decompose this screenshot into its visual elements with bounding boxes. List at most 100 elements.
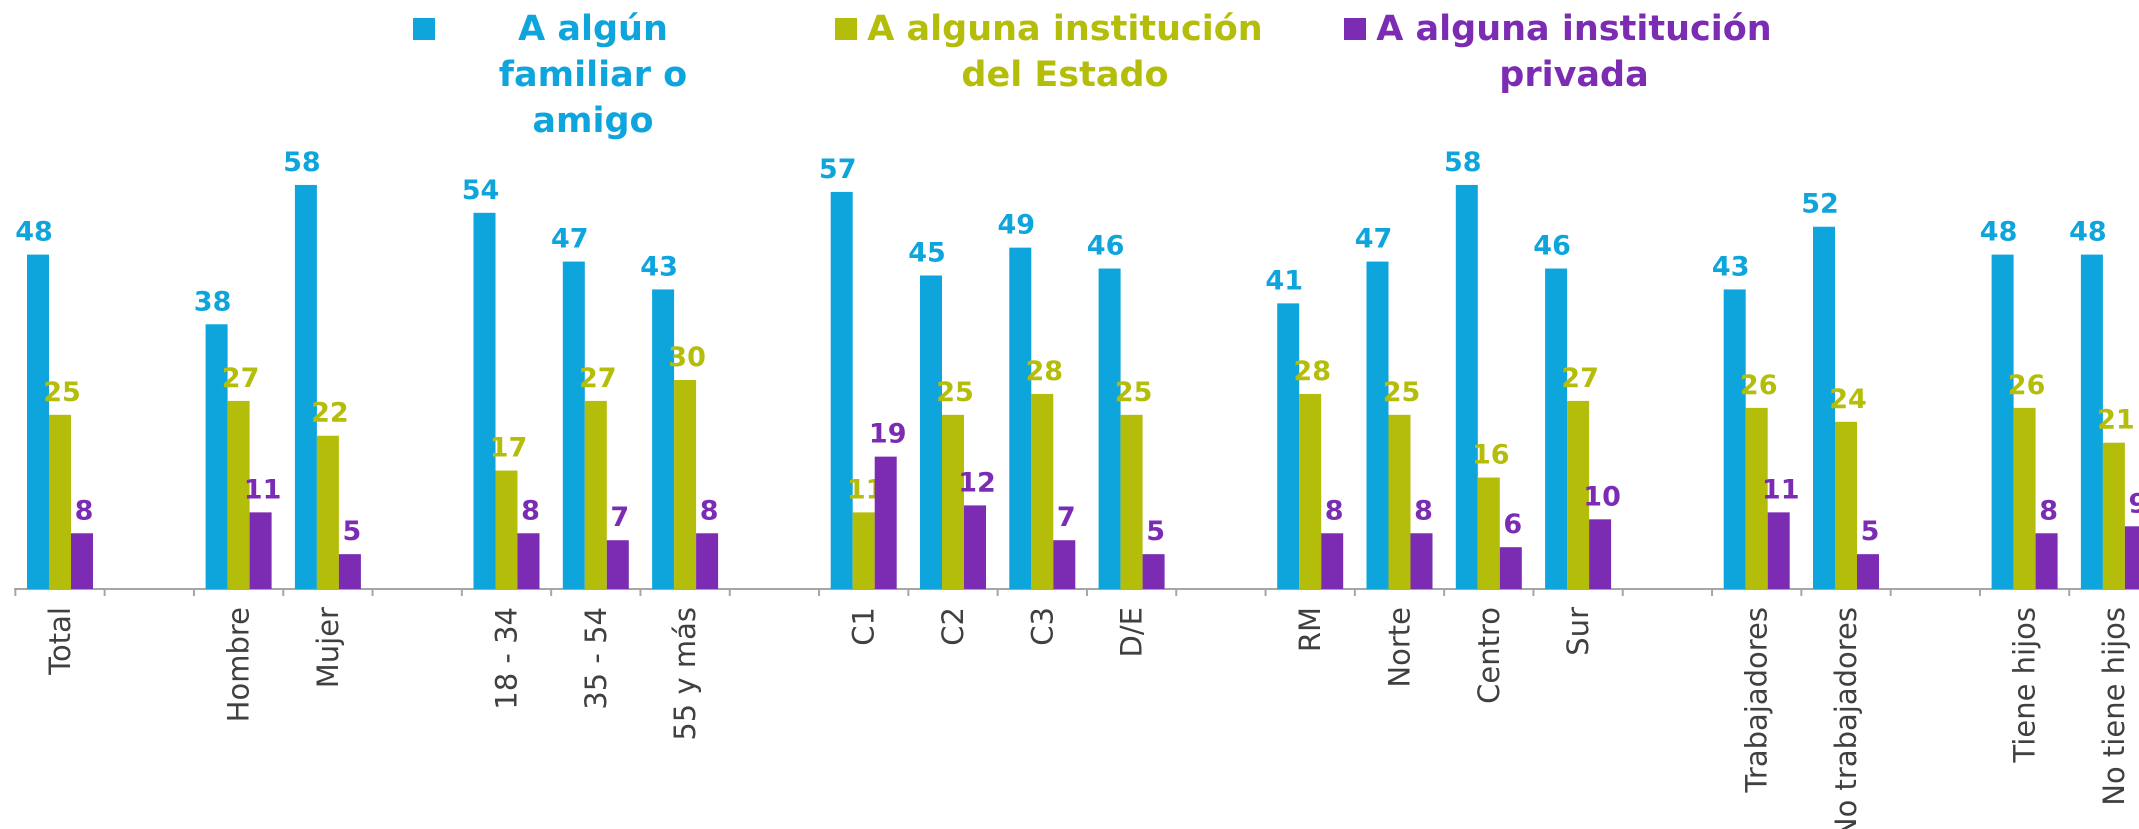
legend-item: A alguna institución privada xyxy=(1344,6,1774,98)
value-label: 5 xyxy=(1861,516,1880,547)
value-label: 19 xyxy=(869,419,907,450)
value-label: 52 xyxy=(1801,189,1839,220)
x-tick-label: Centro xyxy=(1472,607,1506,704)
bar xyxy=(652,289,675,589)
bar xyxy=(562,261,585,589)
x-tick-label: C2 xyxy=(936,607,970,646)
bar xyxy=(1767,512,1790,589)
value-label: 21 xyxy=(2097,405,2135,436)
bar xyxy=(1723,289,1746,589)
value-label: 47 xyxy=(1355,224,1393,255)
bar xyxy=(830,191,853,589)
bar xyxy=(920,275,942,589)
bar xyxy=(1745,407,1768,589)
bar xyxy=(71,533,93,589)
value-label: 5 xyxy=(343,516,362,547)
bar xyxy=(27,254,49,589)
x-tick-label: Tiene hijos xyxy=(2008,607,2042,764)
bar xyxy=(1053,540,1076,589)
bar xyxy=(964,505,986,589)
legend-swatch xyxy=(835,18,857,40)
bar xyxy=(338,554,361,589)
value-label: 27 xyxy=(1561,363,1599,394)
bar xyxy=(942,414,964,589)
value-label: 46 xyxy=(1533,231,1571,262)
bar xyxy=(1410,533,1433,589)
value-label: 11 xyxy=(1762,474,1800,505)
bar xyxy=(584,400,607,589)
bar xyxy=(1142,554,1165,589)
bar xyxy=(852,512,875,589)
bar xyxy=(674,380,697,589)
x-tick-label: 35 - 54 xyxy=(579,607,613,710)
value-label: 8 xyxy=(75,495,94,526)
x-tick-label: 55 y más xyxy=(668,607,702,741)
bar xyxy=(606,540,629,589)
value-label: 48 xyxy=(1980,217,2018,248)
legend-item: A alguna institución del Estado xyxy=(835,6,1265,98)
bar xyxy=(2124,526,2139,589)
legend-label: A algún familiar o amigo xyxy=(498,9,688,141)
value-label: 8 xyxy=(700,495,719,526)
value-label: 25 xyxy=(1383,377,1421,408)
bar xyxy=(517,533,540,589)
value-label: 8 xyxy=(1325,495,1344,526)
bar xyxy=(316,435,339,589)
value-label: 17 xyxy=(490,433,528,464)
value-label: 12 xyxy=(958,467,996,498)
bar xyxy=(1589,519,1612,589)
bar xyxy=(473,212,496,590)
bar xyxy=(1499,547,1522,589)
legend-swatch xyxy=(1344,18,1366,40)
value-label: 46 xyxy=(1087,231,1125,262)
bar xyxy=(1366,261,1389,589)
value-label: 8 xyxy=(2039,495,2058,526)
bar xyxy=(1857,554,1879,589)
value-label: 9 xyxy=(2129,488,2139,519)
bar xyxy=(1813,226,1835,589)
bar xyxy=(1120,414,1143,589)
value-label: 26 xyxy=(2008,370,2046,401)
bar xyxy=(1455,184,1478,589)
bar xyxy=(227,400,250,589)
value-label: 7 xyxy=(1057,502,1076,533)
bar xyxy=(2080,254,2103,589)
value-label: 49 xyxy=(998,210,1036,241)
value-label: 25 xyxy=(936,377,974,408)
value-label: 41 xyxy=(1265,265,1303,296)
value-label: 25 xyxy=(43,377,81,408)
value-label: 22 xyxy=(311,398,349,429)
value-label: 16 xyxy=(1472,440,1510,471)
value-label: 58 xyxy=(283,147,321,178)
value-label: 8 xyxy=(521,495,540,526)
x-tick-label: No trabajadores xyxy=(1829,607,1863,829)
x-tick-label: Mujer xyxy=(311,607,345,688)
value-label: 43 xyxy=(640,251,678,282)
bar xyxy=(696,533,719,589)
bar xyxy=(294,184,317,589)
value-label: 58 xyxy=(1444,147,1482,178)
bar xyxy=(1098,268,1121,589)
x-tick-label: Total xyxy=(43,607,77,676)
bar xyxy=(1321,533,1344,589)
bar xyxy=(1567,400,1590,589)
legend-label: A alguna institución privada xyxy=(1376,9,1772,95)
bar xyxy=(1545,268,1568,589)
legend-item: A algún familiar o amigo xyxy=(413,6,743,144)
x-tick-label: RM xyxy=(1293,607,1327,652)
value-label: 10 xyxy=(1583,481,1621,512)
bar xyxy=(2013,407,2036,589)
x-tick-label: Norte xyxy=(1383,607,1417,688)
x-tick-label: Hombre xyxy=(222,607,256,722)
value-label: 8 xyxy=(1414,495,1433,526)
bar xyxy=(2035,533,2058,589)
value-label: 28 xyxy=(1026,356,1064,387)
value-label: 6 xyxy=(1503,509,1522,540)
value-label: 38 xyxy=(194,286,232,317)
bar xyxy=(249,512,272,589)
bar xyxy=(2102,442,2125,589)
x-tick-label: No tiene hijos xyxy=(2097,607,2131,806)
value-label: 27 xyxy=(579,363,617,394)
